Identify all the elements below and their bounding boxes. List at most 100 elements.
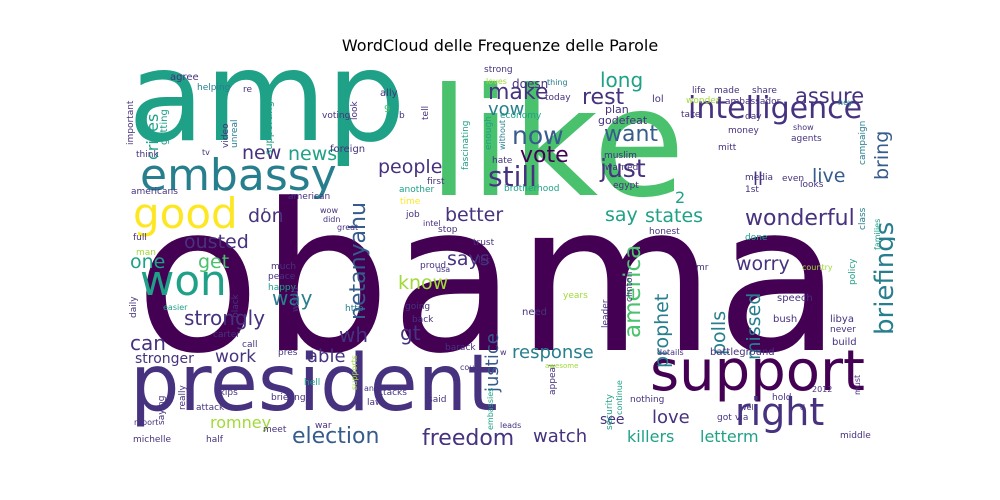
- word-president: president: [130, 339, 498, 429]
- word-economy: economy: [500, 111, 542, 121]
- word-new: new: [242, 142, 281, 164]
- word-prophet: prophet: [651, 294, 673, 368]
- word-didn: didn: [323, 215, 340, 224]
- word-freedom: freedom: [422, 426, 514, 445]
- word-polls: polls: [708, 311, 730, 355]
- word-intel: intel: [423, 219, 441, 228]
- word-proud: proud: [420, 261, 446, 271]
- word-vote: vote: [520, 143, 569, 168]
- word-r: r: [263, 206, 267, 216]
- word-life: life: [692, 86, 706, 96]
- word-people: people: [378, 156, 442, 178]
- word-godefeat: godefeat: [598, 114, 648, 127]
- word-honest: honest: [649, 227, 680, 237]
- word-agree: agree: [170, 72, 199, 83]
- word-crises: crises: [143, 114, 162, 160]
- wordcloud-canvas: obama like amp president support embassy good w…: [125, 60, 895, 445]
- word-stronger: stronger: [135, 351, 194, 367]
- word-easier: easier: [163, 303, 188, 312]
- word-half: half: [206, 435, 224, 445]
- word-missed: missed: [743, 293, 765, 360]
- word-rest: rest: [582, 85, 625, 110]
- word-2: 2: [675, 188, 685, 207]
- word-fascinating: fascinating: [461, 121, 471, 171]
- word-obama: obama: [135, 161, 842, 399]
- word-full: full: [133, 233, 147, 243]
- word-even: even: [782, 174, 804, 184]
- word-say: say: [605, 204, 638, 226]
- word-years: years: [563, 291, 588, 301]
- word-supports: supports: [350, 355, 359, 390]
- word-doesn: doesn: [512, 77, 548, 91]
- word-bush: bush: [773, 314, 797, 325]
- word-tv: tv: [202, 148, 210, 157]
- word-muslim: muslim: [604, 151, 637, 161]
- word-states: states: [645, 205, 703, 227]
- word-today: today: [545, 93, 571, 103]
- word-must: must: [853, 375, 862, 395]
- word-b: b: [399, 111, 405, 121]
- word-looks: looks: [800, 180, 824, 190]
- word-plan: plan: [605, 103, 629, 116]
- word-man: man: [136, 248, 156, 258]
- word-good: good: [133, 189, 238, 238]
- word-important: important: [126, 100, 136, 145]
- word-w: w: [500, 348, 507, 357]
- word-news: news: [288, 143, 337, 165]
- word-michelle: michelle: [133, 435, 171, 445]
- word-bring: bring: [871, 131, 893, 180]
- word-much: much: [271, 262, 296, 272]
- word-strongly: strongly: [184, 306, 265, 330]
- word-job: job: [405, 210, 420, 220]
- word-call: call: [242, 340, 257, 350]
- word-clinton: clinton: [625, 272, 635, 302]
- word-embassy: embassy: [140, 150, 337, 201]
- word-love: love: [652, 407, 690, 428]
- word-support: support: [650, 339, 865, 404]
- word-need: need: [522, 307, 547, 318]
- word-policy: policy: [848, 258, 858, 285]
- word-awesome: awesome: [545, 362, 578, 370]
- word-agents: agents: [791, 134, 822, 144]
- word-court: court: [460, 363, 481, 372]
- word-skips: skips: [215, 388, 238, 398]
- word-hate: hate: [492, 156, 513, 166]
- word-netanyahu: netanyahu: [346, 202, 371, 320]
- word-loves: loves: [486, 77, 507, 86]
- word-video: video: [221, 123, 231, 148]
- word-live: live: [812, 165, 846, 187]
- word-think: think: [136, 150, 159, 160]
- word-never: never: [830, 325, 856, 335]
- word-class: class: [858, 207, 868, 230]
- word-media: media: [745, 173, 773, 183]
- word-assure: assure: [795, 84, 864, 108]
- word-leader: leader: [601, 299, 611, 328]
- word-just: just: [599, 154, 646, 183]
- word-http: http: [345, 304, 364, 314]
- word-election: election: [292, 424, 379, 445]
- word-won: won: [140, 256, 227, 305]
- word-ambassador: ambassador: [725, 97, 781, 107]
- word-getting: getting: [159, 109, 170, 145]
- word-unreal: unreal: [230, 120, 240, 148]
- word-able: able: [307, 346, 346, 367]
- word-strong: strong: [484, 65, 513, 75]
- word-going: going: [405, 302, 430, 312]
- word-brotherhood: brotherhood: [504, 184, 559, 194]
- word-families: families: [873, 219, 882, 250]
- word-d: d: [800, 403, 805, 412]
- word-war: war: [315, 421, 332, 431]
- word-barack: barack: [445, 343, 476, 353]
- word-hey: hey: [838, 98, 853, 107]
- word-way: way: [272, 286, 313, 310]
- word-daily: daily: [129, 296, 139, 318]
- word-got: got: [717, 413, 732, 423]
- word-black: black: [231, 293, 241, 318]
- word-hell: hell: [304, 378, 320, 388]
- word-world: world: [291, 287, 301, 312]
- word-get: get: [198, 251, 229, 273]
- word-appeal: appeal: [548, 365, 558, 396]
- word-long: long: [600, 68, 643, 92]
- word-libya: libya: [830, 314, 854, 325]
